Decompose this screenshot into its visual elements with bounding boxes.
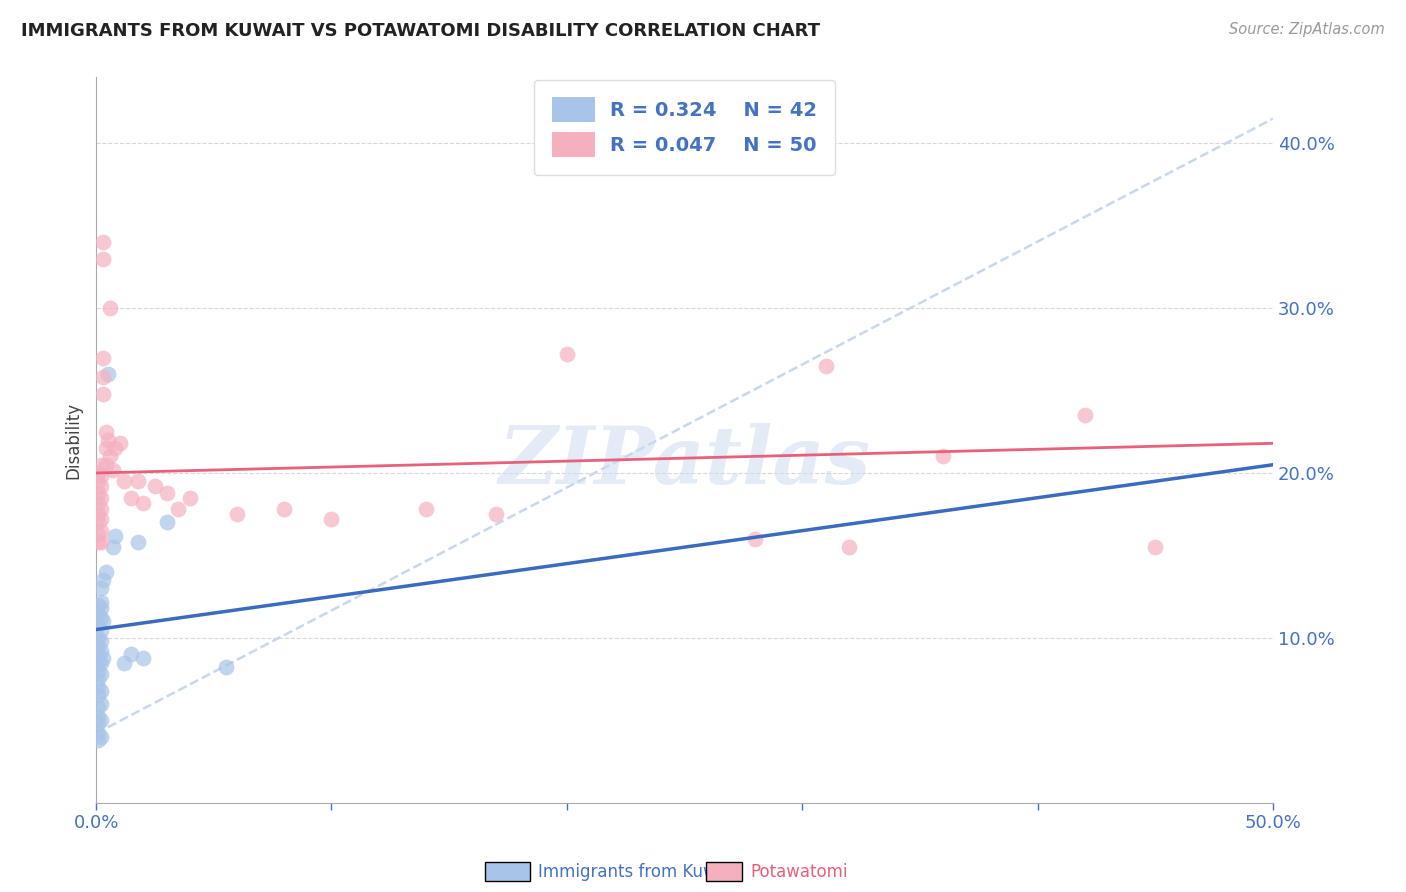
Point bbox=[90, 458, 112, 472]
Point bbox=[90, 683, 112, 698]
Point bbox=[91, 351, 114, 365]
Point bbox=[87, 474, 110, 488]
Point bbox=[1073, 409, 1095, 423]
Point bbox=[87, 598, 110, 612]
Point bbox=[87, 466, 110, 480]
Point bbox=[214, 660, 236, 674]
Point bbox=[90, 611, 112, 625]
Point bbox=[91, 615, 114, 629]
Point bbox=[143, 479, 166, 493]
Point bbox=[132, 496, 155, 510]
Point bbox=[104, 528, 127, 542]
Point bbox=[87, 733, 110, 747]
Point bbox=[101, 463, 124, 477]
Point bbox=[814, 359, 837, 373]
Point bbox=[90, 524, 112, 538]
Point bbox=[87, 700, 110, 714]
Point bbox=[108, 436, 131, 450]
Point bbox=[94, 425, 117, 439]
Point bbox=[87, 726, 110, 740]
Point bbox=[87, 485, 110, 500]
Legend: R = 0.324    N = 42, R = 0.047    N = 50: R = 0.324 N = 42, R = 0.047 N = 50 bbox=[534, 80, 835, 175]
Point bbox=[120, 491, 142, 505]
Point bbox=[87, 664, 110, 678]
Point bbox=[226, 507, 249, 521]
Point bbox=[90, 479, 112, 493]
Point bbox=[156, 485, 179, 500]
Point bbox=[485, 507, 508, 521]
Point bbox=[838, 540, 860, 554]
Point bbox=[555, 347, 578, 361]
Point bbox=[87, 606, 110, 620]
Point bbox=[87, 716, 110, 731]
Point bbox=[127, 474, 149, 488]
Point bbox=[87, 710, 110, 724]
Point bbox=[112, 656, 135, 670]
Point bbox=[87, 680, 110, 694]
Point bbox=[90, 697, 112, 711]
Point bbox=[90, 623, 112, 637]
Point bbox=[97, 367, 120, 381]
Point bbox=[87, 527, 110, 541]
Point bbox=[90, 502, 112, 516]
Point bbox=[120, 647, 142, 661]
Point bbox=[87, 656, 110, 670]
Point bbox=[273, 502, 295, 516]
Point bbox=[94, 458, 117, 472]
Point bbox=[87, 516, 110, 530]
Point bbox=[90, 644, 112, 658]
Point bbox=[87, 535, 110, 549]
Point bbox=[744, 532, 766, 546]
Point bbox=[94, 565, 117, 579]
Point bbox=[91, 573, 114, 587]
Point bbox=[179, 491, 201, 505]
Point bbox=[91, 650, 114, 665]
Point bbox=[156, 516, 179, 530]
Text: Potawatomi: Potawatomi bbox=[751, 863, 848, 881]
Point bbox=[87, 507, 110, 521]
Point bbox=[91, 235, 114, 250]
Point bbox=[90, 594, 112, 608]
Point bbox=[90, 535, 112, 549]
Point bbox=[97, 433, 120, 447]
Point bbox=[90, 667, 112, 681]
Text: IMMIGRANTS FROM KUWAIT VS POTAWATOMI DISABILITY CORRELATION CHART: IMMIGRANTS FROM KUWAIT VS POTAWATOMI DIS… bbox=[21, 22, 820, 40]
Point bbox=[94, 442, 117, 456]
Point bbox=[112, 474, 135, 488]
Point bbox=[90, 713, 112, 727]
Point bbox=[91, 252, 114, 266]
Point bbox=[98, 450, 121, 464]
Point bbox=[91, 387, 114, 401]
Point bbox=[90, 469, 112, 483]
Text: ZIPatlas: ZIPatlas bbox=[499, 423, 870, 500]
Point bbox=[90, 491, 112, 505]
Point bbox=[90, 601, 112, 615]
Point bbox=[87, 672, 110, 686]
Point bbox=[1144, 540, 1167, 554]
Point bbox=[87, 631, 110, 645]
Point bbox=[167, 502, 190, 516]
Point bbox=[87, 496, 110, 510]
Point bbox=[101, 540, 124, 554]
Point bbox=[127, 535, 149, 549]
Text: Immigrants from Kuwait: Immigrants from Kuwait bbox=[538, 863, 738, 881]
Point bbox=[104, 442, 127, 456]
Point bbox=[90, 730, 112, 744]
Point bbox=[321, 512, 343, 526]
Point bbox=[90, 512, 112, 526]
Point bbox=[87, 689, 110, 703]
Point bbox=[98, 301, 121, 315]
Point bbox=[415, 502, 437, 516]
Point bbox=[90, 582, 112, 596]
Point bbox=[87, 647, 110, 661]
Point bbox=[90, 656, 112, 670]
Point bbox=[87, 639, 110, 653]
Point bbox=[132, 650, 155, 665]
Point bbox=[932, 450, 955, 464]
Point bbox=[90, 634, 112, 648]
Text: Source: ZipAtlas.com: Source: ZipAtlas.com bbox=[1229, 22, 1385, 37]
Point bbox=[91, 370, 114, 384]
Y-axis label: Disability: Disability bbox=[65, 401, 82, 479]
Point bbox=[87, 617, 110, 632]
